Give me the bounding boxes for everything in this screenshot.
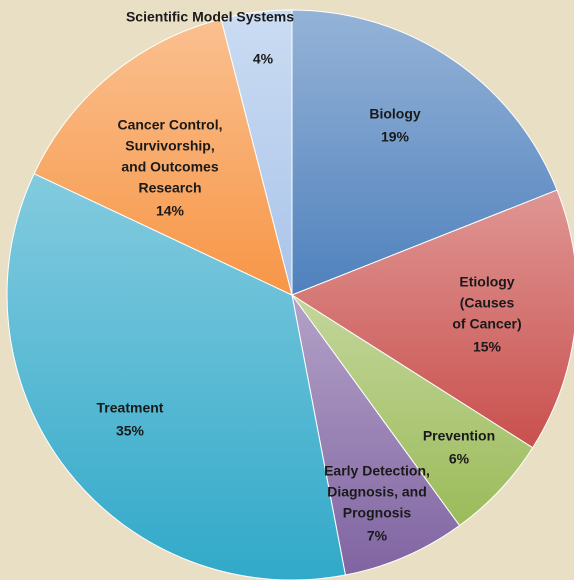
value-label: 4% <box>253 51 274 67</box>
slice-label: Treatment <box>97 400 164 416</box>
pie-slice <box>220 9 293 296</box>
slice-label: (Causes <box>460 295 515 311</box>
value-label: 15% <box>473 339 502 355</box>
slice-label: of Cancer) <box>452 316 521 332</box>
pie-slice <box>291 9 558 296</box>
pie-slice <box>6 172 346 580</box>
slice-label: Biology <box>369 106 421 122</box>
slice-label: Early Detection, <box>324 463 430 479</box>
slice-label: Scientific Model Systems <box>126 9 294 25</box>
value-label: 19% <box>381 129 410 145</box>
pie-slice <box>33 18 293 296</box>
pie-slice <box>291 294 461 576</box>
slice-label: Survivorship, <box>125 138 214 154</box>
slice-label: Prevention <box>423 428 495 444</box>
value-label: 6% <box>449 451 470 467</box>
slice-label: Research <box>138 180 201 196</box>
slice-label: and Outcomes <box>121 159 218 175</box>
pie-slice <box>290 189 574 449</box>
value-label: 14% <box>156 203 185 219</box>
value-label: 35% <box>116 423 145 439</box>
slice-label: Diagnosis, and <box>327 484 427 500</box>
value-label: 7% <box>367 528 388 544</box>
slice-label: Etiology <box>459 274 514 290</box>
slice-label: Cancer Control, <box>117 117 222 133</box>
slice-label: Prognosis <box>343 505 412 521</box>
